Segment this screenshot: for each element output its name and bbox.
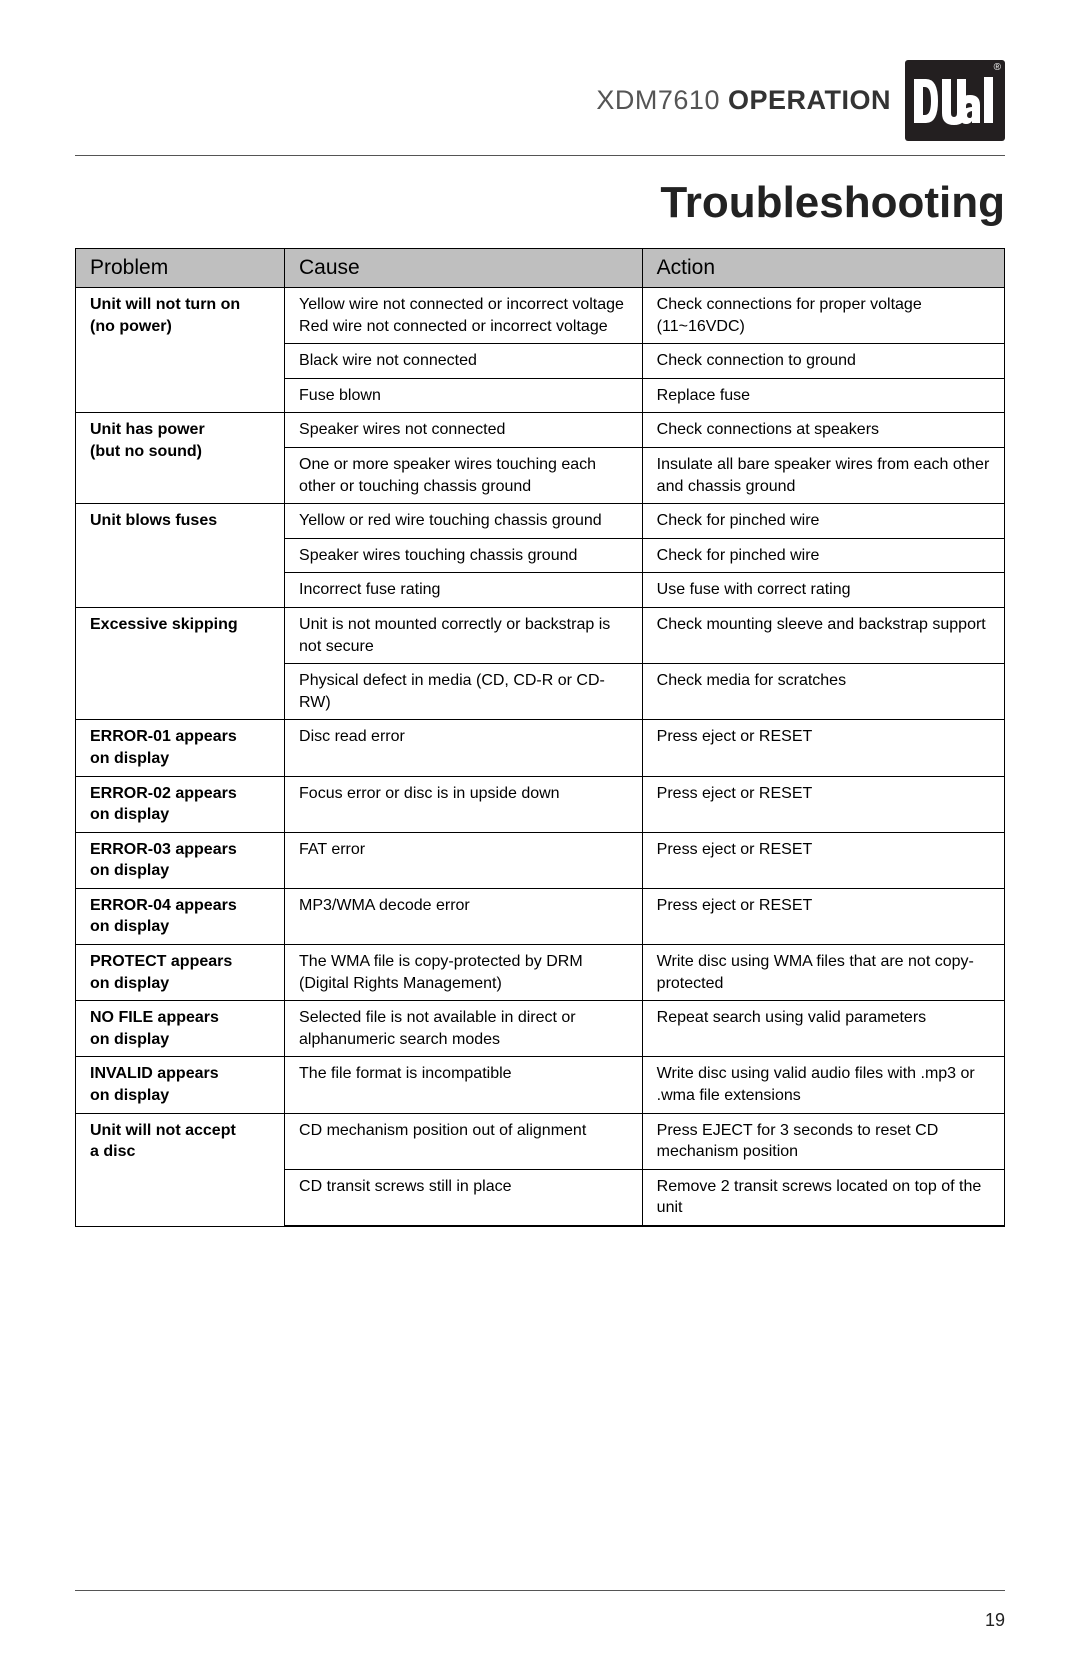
cell-cause: Speaker wires not connected <box>285 413 643 448</box>
cell-action: Check connections for proper voltage(11~… <box>642 288 1004 344</box>
table-row: ERROR-02 appearson displayFocus error or… <box>76 776 1005 832</box>
cell-problem: NO FILE appearson display <box>76 1001 285 1057</box>
table-row: Unit blows fusesYellow or red wire touch… <box>76 504 1005 539</box>
cell-cause: Physical defect in media (CD, CD-R or CD… <box>285 664 643 720</box>
cell-cause: Speaker wires touching chassis ground <box>285 538 643 573</box>
cell-action: Repeat search using valid parameters <box>642 1001 1004 1057</box>
cell-cause: The file format is incompatible <box>285 1057 643 1113</box>
cell-cause: CD transit screws still in place <box>285 1169 643 1226</box>
cell-action: Insulate all bare speaker wires from eac… <box>642 447 1004 503</box>
header-word: OPERATION <box>728 85 891 115</box>
cell-cause: Focus error or disc is in upside down <box>285 776 643 832</box>
table-row: ERROR-01 appearson displayDisc read erro… <box>76 720 1005 776</box>
cell-action: Check for pinched wire <box>642 538 1004 573</box>
registered-mark: ® <box>994 62 1001 73</box>
table-row: Excessive skippingUnit is not mounted co… <box>76 607 1005 663</box>
troubleshooting-table: Problem Cause Action Unit will not turn … <box>75 248 1005 1227</box>
header-title: XDM7610 OPERATION <box>596 85 891 116</box>
table-row: NO FILE appearson displaySelected file i… <box>76 1001 1005 1057</box>
cell-problem: Unit will not accepta disc <box>76 1113 285 1226</box>
cell-cause: The WMA file is copy-protected by DRM (D… <box>285 945 643 1001</box>
cell-problem: Unit blows fuses <box>76 504 285 608</box>
cell-cause: Black wire not connected <box>285 344 643 379</box>
cell-action: Write disc using valid audio files with … <box>642 1057 1004 1113</box>
cell-action: Press eject or RESET <box>642 720 1004 776</box>
header-model: XDM7610 <box>596 85 720 115</box>
cell-cause: One or more speaker wires touching each … <box>285 447 643 503</box>
cell-problem: Unit will not turn on(no power) <box>76 288 285 413</box>
cell-cause: Incorrect fuse rating <box>285 573 643 608</box>
document-page: XDM7610 OPERATION ® Troubleshoot <box>0 0 1080 1669</box>
table-row: ERROR-04 appearson displayMP3/WMA decode… <box>76 888 1005 944</box>
section-title: Troubleshooting <box>75 178 1005 228</box>
table-body: Unit will not turn on(no power)Yellow wi… <box>76 288 1005 1227</box>
page-header: XDM7610 OPERATION ® <box>75 60 1005 141</box>
cell-action: Use fuse with correct rating <box>642 573 1004 608</box>
cell-action: Check media for scratches <box>642 664 1004 720</box>
cell-action: Check mounting sleeve and backstrap supp… <box>642 607 1004 663</box>
table-row: ERROR-03 appearson displayFAT errorPress… <box>76 832 1005 888</box>
brand-logo: ® <box>905 60 1005 141</box>
cell-problem: INVALID appearson display <box>76 1057 285 1113</box>
cell-action: Check for pinched wire <box>642 504 1004 539</box>
cell-problem: ERROR-04 appearson display <box>76 888 285 944</box>
col-header-problem: Problem <box>76 249 285 288</box>
table-row: Unit will not turn on(no power)Yellow wi… <box>76 288 1005 344</box>
cell-problem: ERROR-03 appearson display <box>76 832 285 888</box>
cell-cause: Fuse blown <box>285 378 643 413</box>
page-number: 19 <box>985 1610 1005 1631</box>
cell-action: Write disc using WMA files that are not … <box>642 945 1004 1001</box>
col-header-action: Action <box>642 249 1004 288</box>
cell-action: Press eject or RESET <box>642 888 1004 944</box>
cell-cause: Disc read error <box>285 720 643 776</box>
cell-cause: Yellow wire not connected or incorrect v… <box>285 288 643 344</box>
table-row: INVALID appearson displayThe file format… <box>76 1057 1005 1113</box>
cell-action: Check connection to ground <box>642 344 1004 379</box>
cell-cause: FAT error <box>285 832 643 888</box>
cell-problem: ERROR-01 appearson display <box>76 720 285 776</box>
cell-action: Press eject or RESET <box>642 832 1004 888</box>
cell-problem: Unit has power(but no sound) <box>76 413 285 504</box>
table-row: PROTECT appearson displayThe WMA file is… <box>76 945 1005 1001</box>
cell-action: Remove 2 transit screws located on top o… <box>642 1169 1004 1226</box>
table-head: Problem Cause Action <box>76 249 1005 288</box>
header-rule <box>75 155 1005 156</box>
cell-problem: PROTECT appearson display <box>76 945 285 1001</box>
cell-action: Replace fuse <box>642 378 1004 413</box>
cell-cause: Selected file is not available in direct… <box>285 1001 643 1057</box>
cell-cause: MP3/WMA decode error <box>285 888 643 944</box>
cell-cause: CD mechanism position out of alignment <box>285 1113 643 1169</box>
table-row: Unit will not accepta discCD mechanism p… <box>76 1113 1005 1169</box>
table-row: Unit has power(but no sound)Speaker wire… <box>76 413 1005 448</box>
col-header-cause: Cause <box>285 249 643 288</box>
cell-action: Check connections at speakers <box>642 413 1004 448</box>
footer-rule <box>75 1590 1005 1591</box>
cell-cause: Unit is not mounted correctly or backstr… <box>285 607 643 663</box>
cell-problem: Excessive skipping <box>76 607 285 719</box>
cell-problem: ERROR-02 appearson display <box>76 776 285 832</box>
cell-action: Press EJECT for 3 seconds to reset CD me… <box>642 1113 1004 1169</box>
cell-action: Press eject or RESET <box>642 776 1004 832</box>
cell-cause: Yellow or red wire touching chassis grou… <box>285 504 643 539</box>
